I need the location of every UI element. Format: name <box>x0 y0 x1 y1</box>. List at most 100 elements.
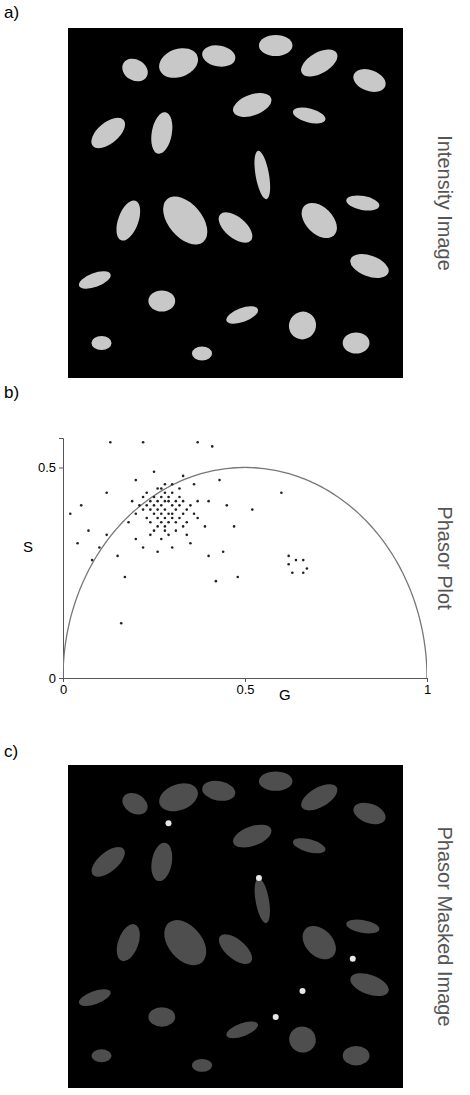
phasor-point <box>156 500 159 503</box>
phasor-point <box>193 483 196 486</box>
phasor-point <box>171 504 174 507</box>
cell <box>224 1018 260 1042</box>
phasor-point <box>233 525 236 528</box>
cell <box>252 877 273 924</box>
phasor-point <box>127 521 130 524</box>
phasor-point <box>196 517 199 520</box>
cell <box>297 779 342 816</box>
tick: 0 <box>49 671 63 686</box>
y-axis: 00.5 <box>38 439 64 686</box>
phasor-point <box>149 521 152 524</box>
phasor-point <box>156 487 159 490</box>
cell <box>112 921 144 964</box>
phasor-point <box>204 525 207 528</box>
plot-area <box>63 441 427 678</box>
phasor-point <box>185 534 188 537</box>
phasor-point <box>171 512 174 515</box>
cell <box>77 986 113 1010</box>
cell <box>291 104 327 126</box>
cell <box>347 249 392 282</box>
phasor-point <box>164 491 167 494</box>
cell <box>201 778 237 803</box>
phasor-point <box>145 504 148 507</box>
phasor-point <box>160 521 163 524</box>
cell <box>156 912 215 973</box>
phasor-point <box>306 567 309 570</box>
cell <box>251 150 273 201</box>
phasor-point <box>135 512 138 515</box>
cell <box>91 336 111 350</box>
axis-line <box>59 439 64 679</box>
phasor-point <box>178 496 181 499</box>
phasor-point <box>142 508 145 511</box>
phasor-point <box>175 529 178 532</box>
image-ground <box>68 765 403 1088</box>
speck <box>273 1014 279 1020</box>
tick: 0 <box>60 678 67 697</box>
phasor-point <box>124 576 127 579</box>
cell <box>343 333 370 354</box>
phasor-point <box>207 500 210 503</box>
tick-label: 1 <box>424 682 431 697</box>
speck <box>166 820 172 826</box>
phasor-point <box>156 508 159 511</box>
phasor-point <box>280 491 283 494</box>
phasor-point <box>171 483 174 486</box>
cell <box>86 112 130 154</box>
tick-mark <box>59 467 63 468</box>
phasor-point <box>222 550 225 553</box>
tick: 0.5 <box>236 678 254 697</box>
tick: 1 <box>424 678 431 697</box>
phasor-point <box>196 500 199 503</box>
figure: a)Intensity Imageb)Phasor Plotc)Phasor M… <box>0 0 470 1095</box>
cell <box>230 820 274 852</box>
cell <box>284 307 321 345</box>
phasor-point <box>196 441 199 444</box>
phasor-point <box>164 529 167 532</box>
phasor-point <box>193 512 196 515</box>
tick-label: 0.5 <box>236 682 254 697</box>
cell <box>345 193 380 213</box>
phasor-point <box>171 491 174 494</box>
phasor-point <box>145 517 148 520</box>
phasor-point <box>156 550 159 553</box>
image-ground <box>68 28 403 378</box>
phasor-point <box>156 525 159 528</box>
panel-title: Phasor Plot <box>434 506 456 610</box>
cell <box>148 1007 175 1026</box>
micrograph <box>68 765 403 1088</box>
panel-letter: a) <box>4 3 19 22</box>
universal-circle <box>63 467 427 678</box>
cell <box>149 841 176 883</box>
cell <box>350 65 389 96</box>
phasor-point <box>116 555 119 558</box>
phasor-point <box>287 563 290 566</box>
phasor-point <box>160 487 163 490</box>
panel-letter: b) <box>4 383 19 402</box>
cell <box>259 771 293 790</box>
cell <box>200 43 237 69</box>
micrograph <box>68 28 403 378</box>
cell <box>284 1022 320 1058</box>
cell <box>213 207 257 249</box>
cell <box>259 35 293 56</box>
phasor-point <box>131 500 134 503</box>
phasor-point <box>189 504 192 507</box>
phasor-point <box>164 525 167 528</box>
cell <box>118 54 152 86</box>
tick: 0.5 <box>38 460 63 475</box>
cell <box>119 789 152 819</box>
phasor-point <box>160 538 163 541</box>
phasor-point <box>178 487 181 490</box>
phasor-point <box>171 517 174 520</box>
panel-title: Intensity Image <box>434 135 456 271</box>
panel-letter: c) <box>4 742 18 761</box>
cell <box>155 778 202 816</box>
phasor-point <box>189 542 192 545</box>
phasor-point <box>167 500 170 503</box>
phasor-point <box>211 445 214 448</box>
phasor-point <box>167 534 170 537</box>
phasor-point <box>105 534 108 537</box>
cell <box>214 929 257 970</box>
cell <box>155 43 202 83</box>
